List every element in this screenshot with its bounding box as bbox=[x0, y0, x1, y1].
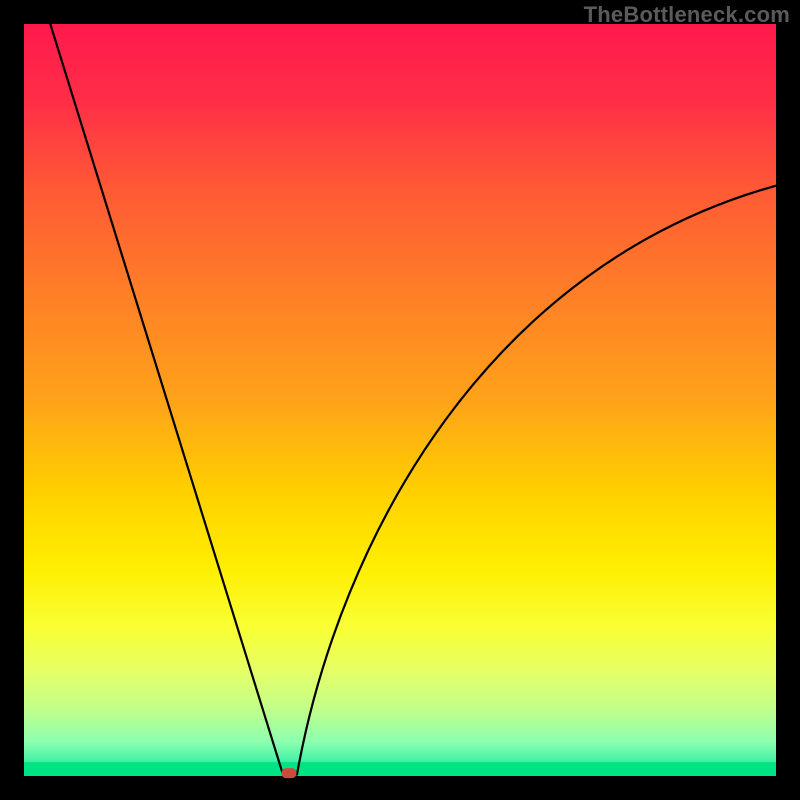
watermark-text: TheBottleneck.com bbox=[584, 2, 790, 28]
bottleneck-curve bbox=[24, 24, 776, 776]
chart-frame: TheBottleneck.com bbox=[0, 0, 800, 800]
plot-area bbox=[24, 24, 776, 776]
minimum-marker bbox=[281, 768, 296, 778]
